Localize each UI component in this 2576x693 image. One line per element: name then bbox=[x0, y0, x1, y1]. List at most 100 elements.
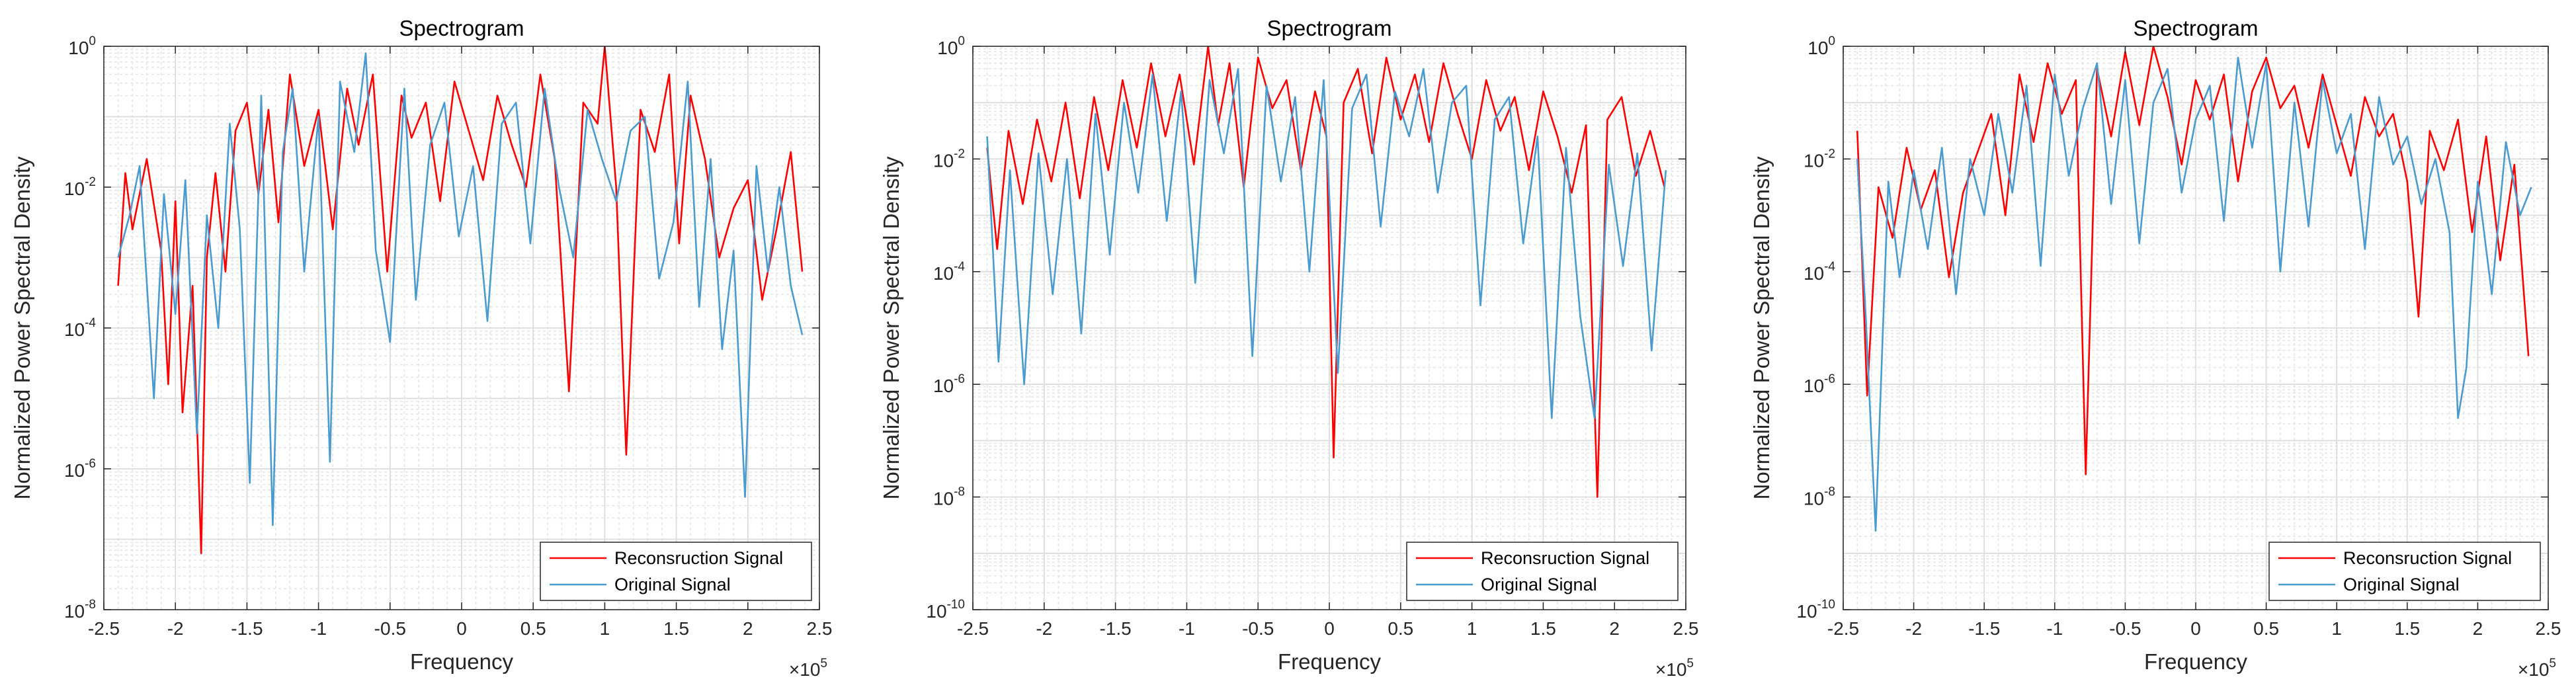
chart-title: Spectrogram bbox=[399, 16, 524, 40]
x-tick-label: -1 bbox=[310, 618, 327, 639]
x-tick-label: -1.5 bbox=[231, 618, 263, 639]
y-tick-label: 100 bbox=[68, 34, 96, 58]
y-tick-exponent: -10 bbox=[1817, 598, 1835, 612]
y-tick-label: 10-8 bbox=[933, 485, 965, 509]
chart-title: Spectrogram bbox=[1267, 16, 1392, 40]
y-tick-exponent: -6 bbox=[954, 372, 965, 386]
reconstruction-signal-line bbox=[1856, 46, 2530, 475]
y-tick-base: 10 bbox=[1804, 376, 1824, 396]
legend-label-reconstruction: Reconsruction Signal bbox=[2343, 548, 2512, 568]
y-tick-label: 10-8 bbox=[64, 598, 96, 622]
x-exponent-power: 5 bbox=[1686, 657, 1694, 671]
y-tick-base: 10 bbox=[64, 319, 85, 340]
legend: Reconsruction Signal Original Signal bbox=[540, 542, 812, 601]
y-tick-label: 10-6 bbox=[933, 372, 965, 396]
x-tick-label: 2 bbox=[1609, 618, 1620, 639]
legend: Reconsruction Signal Original Signal bbox=[2268, 542, 2541, 601]
y-tick-label: 10-2 bbox=[64, 175, 96, 199]
x-tick-label: 1 bbox=[600, 618, 610, 639]
x-tick-label: -0.5 bbox=[374, 618, 406, 639]
x-tick-label: 1 bbox=[2331, 618, 2342, 639]
y-tick-base: 10 bbox=[1804, 489, 1824, 509]
x-tick-label: 2 bbox=[743, 618, 753, 639]
x-axis-label: Frequency bbox=[1278, 649, 1381, 674]
x-tick-label: -1 bbox=[1179, 618, 1195, 639]
series-group bbox=[117, 46, 804, 555]
y-tick-exponent: -6 bbox=[85, 457, 96, 471]
legend-label-reconstruction: Reconsruction Signal bbox=[1481, 548, 1649, 568]
x-tick-label: -2 bbox=[1036, 618, 1052, 639]
x-tick-label: -1 bbox=[2046, 618, 2063, 639]
x-tick-label: 2.5 bbox=[1673, 618, 1699, 639]
x-tick-label: 0.5 bbox=[520, 618, 546, 639]
y-tick-base: 10 bbox=[64, 601, 85, 622]
legend-box bbox=[540, 542, 812, 601]
y-tick-base: 10 bbox=[933, 263, 954, 284]
x-exponent-label: ×105 bbox=[2518, 657, 2556, 680]
y-tick-base: 10 bbox=[933, 489, 954, 509]
reconstruction-signal-line bbox=[117, 46, 804, 555]
x-exponent-base: ×10 bbox=[789, 659, 821, 680]
x-tick-label: -1.5 bbox=[1968, 618, 2000, 639]
legend-box bbox=[1406, 542, 1679, 601]
x-tick-label: -1.5 bbox=[1099, 618, 1131, 639]
y-tick-base: 10 bbox=[1796, 601, 1817, 622]
y-tick-label: 10-2 bbox=[1804, 147, 1835, 171]
y-tick-exponent: -4 bbox=[85, 316, 96, 330]
y-tick-base: 10 bbox=[1807, 38, 1828, 58]
y-tick-exponent: -4 bbox=[1824, 260, 1835, 274]
y-axis-label: Normalized Power Spectral Density bbox=[10, 156, 34, 500]
y-tick-base: 10 bbox=[1804, 263, 1824, 284]
x-exponent-base: ×10 bbox=[1655, 659, 1687, 680]
x-tick-label: -0.5 bbox=[1242, 618, 1274, 639]
original-signal-line bbox=[986, 67, 1667, 419]
legend-label-reconstruction: Reconsruction Signal bbox=[614, 548, 783, 568]
y-tick-label: 100 bbox=[937, 34, 965, 58]
y-tick-base: 10 bbox=[64, 179, 85, 199]
x-exponent-base: ×10 bbox=[2518, 659, 2550, 680]
grid bbox=[1843, 46, 2549, 610]
y-tick-label: 10-4 bbox=[64, 316, 96, 340]
x-tick-label: 1.5 bbox=[1530, 618, 1556, 639]
legend-label-original: Original Signal bbox=[1481, 575, 1597, 594]
y-tick-base: 10 bbox=[68, 38, 89, 58]
chart-panel-3: -2.5 -2 -1.5 -1 -0.5 0 0.5 1 1.5 2 2.510-1010-810-… bbox=[1749, 16, 2561, 680]
y-tick-label: 10-4 bbox=[933, 260, 965, 284]
y-tick-exponent: -6 bbox=[1824, 372, 1835, 386]
y-tick-base: 10 bbox=[1804, 150, 1824, 171]
x-axis-label: Frequency bbox=[410, 649, 513, 674]
y-tick-exponent: -2 bbox=[85, 175, 96, 189]
x-tick-label: -2.5 bbox=[1827, 618, 1859, 639]
y-tick-exponent: -8 bbox=[85, 598, 96, 612]
x-tick-label: -2 bbox=[1905, 618, 1922, 639]
legend: Reconsruction Signal Original Signal bbox=[1406, 542, 1679, 601]
y-tick-label: 10-6 bbox=[64, 457, 96, 481]
x-exponent-power: 5 bbox=[2549, 657, 2556, 671]
y-axis-label: Normalized Power Spectral Density bbox=[879, 156, 903, 500]
x-tick-label: 0 bbox=[456, 618, 467, 639]
y-tick-exponent: 0 bbox=[89, 34, 96, 48]
x-tick-label: 0 bbox=[1324, 618, 1335, 639]
y-tick-base: 10 bbox=[933, 376, 954, 396]
x-exponent-power: 5 bbox=[820, 657, 827, 671]
x-exponent-label: ×105 bbox=[789, 657, 827, 680]
legend-label-original: Original Signal bbox=[614, 575, 731, 594]
y-tick-exponent: 0 bbox=[1828, 34, 1835, 48]
x-tick-label: 2.5 bbox=[2536, 618, 2561, 639]
x-tick-label: 1 bbox=[1467, 618, 1477, 639]
original-signal-line bbox=[1856, 56, 2532, 532]
x-tick-label: 0.5 bbox=[2253, 618, 2279, 639]
x-tick-label: -2.5 bbox=[88, 618, 120, 639]
y-tick-exponent: -8 bbox=[1824, 485, 1835, 499]
y-tick-base: 10 bbox=[926, 601, 946, 622]
y-tick-label: 100 bbox=[1807, 34, 1835, 58]
x-tick-label: 2.5 bbox=[807, 618, 833, 639]
x-tick-label: 2 bbox=[2473, 618, 2483, 639]
chart-panel-1: -2.5 -2 -1.5 -1 -0.5 0 0.5 1 1.5 2 2.510-810-610-4… bbox=[10, 16, 832, 680]
chart-panel-2: -2.5 -2 -1.5 -1 -0.5 0 0.5 1 1.5 2 2.510-1010-810-… bbox=[879, 16, 1698, 680]
y-tick-exponent: -2 bbox=[954, 147, 965, 161]
series-group bbox=[1856, 46, 2532, 532]
y-tick-exponent: -10 bbox=[947, 598, 965, 612]
y-axis-label: Normalized Power Spectral Density bbox=[1749, 156, 1774, 500]
